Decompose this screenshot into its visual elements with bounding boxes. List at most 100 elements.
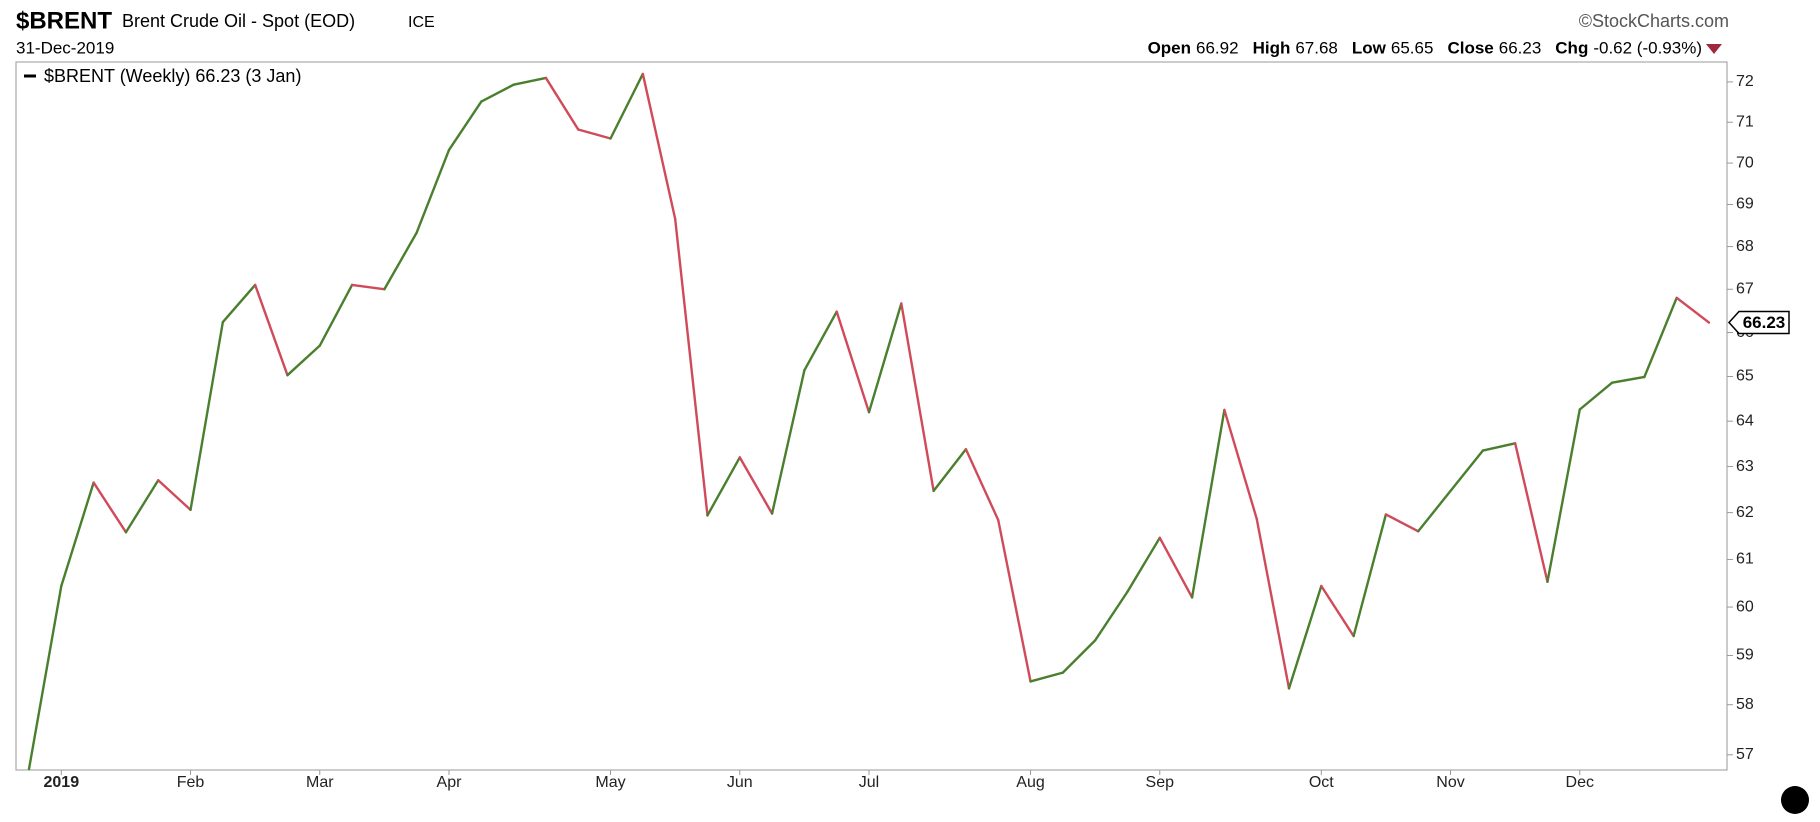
price-segment (350, 283, 386, 291)
price-segment (383, 231, 418, 291)
y-tick-label: 68 (1736, 238, 1754, 255)
price-segment (1352, 513, 1388, 638)
price-segment (577, 128, 612, 140)
price-segment (673, 217, 709, 517)
y-tick-label: 57 (1736, 746, 1754, 763)
plot-border (15, 61, 1728, 771)
quote-label: Chg (1555, 38, 1588, 57)
price-segment (1190, 408, 1226, 599)
x-tick-label: May (595, 774, 625, 791)
price-segment (253, 283, 289, 377)
price-segment (1320, 584, 1355, 638)
quote-label: High (1253, 38, 1291, 57)
price-segment (1417, 489, 1452, 533)
x-tick-label: Mar (306, 774, 334, 791)
price-segment (1061, 639, 1097, 674)
x-tick-label: Dec (1566, 774, 1594, 791)
exchange: ICE (408, 14, 435, 31)
y-tick-label: 65 (1736, 368, 1754, 385)
price-segment (1449, 449, 1485, 493)
quote-label: Open (1148, 38, 1191, 57)
price-segment (157, 479, 192, 512)
y-tick-label: 64 (1736, 412, 1754, 429)
price-segment (738, 456, 774, 515)
price-segment (997, 518, 1032, 683)
quote-label: Close (1447, 38, 1493, 57)
price-segment (447, 100, 483, 152)
price-segment (1384, 513, 1420, 533)
x-tick-label: Jul (859, 774, 879, 791)
brand: ©StockCharts.com (1579, 11, 1729, 31)
price-segment (1675, 296, 1711, 324)
quote-label: Low (1352, 38, 1387, 57)
x-tick-label: Apr (437, 774, 463, 791)
y-tick-label: 59 (1736, 647, 1754, 664)
x-tick-label: Nov (1436, 774, 1464, 791)
price-segment (1578, 381, 1614, 411)
price-segment (1029, 671, 1065, 683)
price-segment (770, 369, 806, 515)
y-tick-label: 69 (1736, 196, 1754, 213)
price-segment (1255, 517, 1291, 690)
symbol: $BRENT (16, 7, 112, 34)
price-segment (706, 456, 741, 517)
y-tick-label: 70 (1736, 154, 1754, 171)
price-segment (60, 481, 95, 588)
date: 31-Dec-2019 (16, 38, 114, 57)
quote-value: 66.92 (1196, 38, 1239, 57)
x-tick-label: 2019 (44, 774, 80, 791)
price-segment (189, 320, 225, 512)
price-segment (286, 344, 321, 377)
price-segment (1610, 375, 1646, 384)
quote-value: -0.62 (-0.93%) (1593, 38, 1702, 57)
price-segment (480, 83, 515, 103)
last-price-label: 66.23 (1743, 313, 1786, 332)
price-segment (1481, 442, 1517, 452)
y-tick-label: 72 (1736, 73, 1754, 90)
price-segment (867, 302, 903, 414)
price-segment (641, 72, 677, 220)
legend: $BRENT (Weekly) 66.23 (3 Jan) (44, 66, 301, 86)
price-segment (1093, 590, 1129, 642)
price-segment (900, 302, 935, 493)
price-segment (1158, 536, 1194, 599)
price-segment (932, 448, 968, 493)
price-segment (609, 72, 645, 140)
quote-value: 67.68 (1295, 38, 1338, 57)
y-tick-label: 71 (1736, 113, 1754, 130)
y-tick-label: 58 (1736, 696, 1754, 713)
price-segment (27, 584, 63, 771)
x-tick-label: Oct (1309, 774, 1334, 791)
x-tick-label: Jun (727, 774, 753, 791)
price-segment (92, 481, 128, 534)
price-segment (1546, 408, 1581, 583)
y-tick-label: 61 (1736, 551, 1754, 568)
x-tick-label: Aug (1016, 774, 1044, 791)
x-tick-label: Feb (177, 774, 205, 791)
price-segment (415, 148, 451, 234)
y-tick-label: 63 (1736, 458, 1754, 475)
quote-value: 65.65 (1391, 38, 1434, 57)
price-segment (835, 310, 871, 414)
dot (1781, 786, 1809, 814)
down-arrow (1706, 44, 1722, 54)
price-segment (1643, 296, 1678, 379)
price-segment (221, 283, 257, 324)
price-segment (1126, 536, 1161, 593)
x-tick-label: Sep (1146, 774, 1175, 791)
security-name: Brent Crude Oil - Spot (EOD) (122, 11, 355, 31)
price-segment (964, 448, 1000, 522)
last-price-tag (1727, 310, 1790, 335)
quote-value: 66.23 (1499, 38, 1542, 57)
price-segment (1513, 442, 1549, 583)
y-tick-label: 62 (1736, 504, 1754, 521)
price-segment (1287, 584, 1323, 690)
y-tick-label: 67 (1736, 280, 1754, 297)
price-segment (1223, 408, 1258, 520)
price-segment (318, 283, 354, 347)
price-segment (124, 479, 160, 534)
price-segment (544, 76, 580, 131)
price-segment (803, 310, 838, 372)
